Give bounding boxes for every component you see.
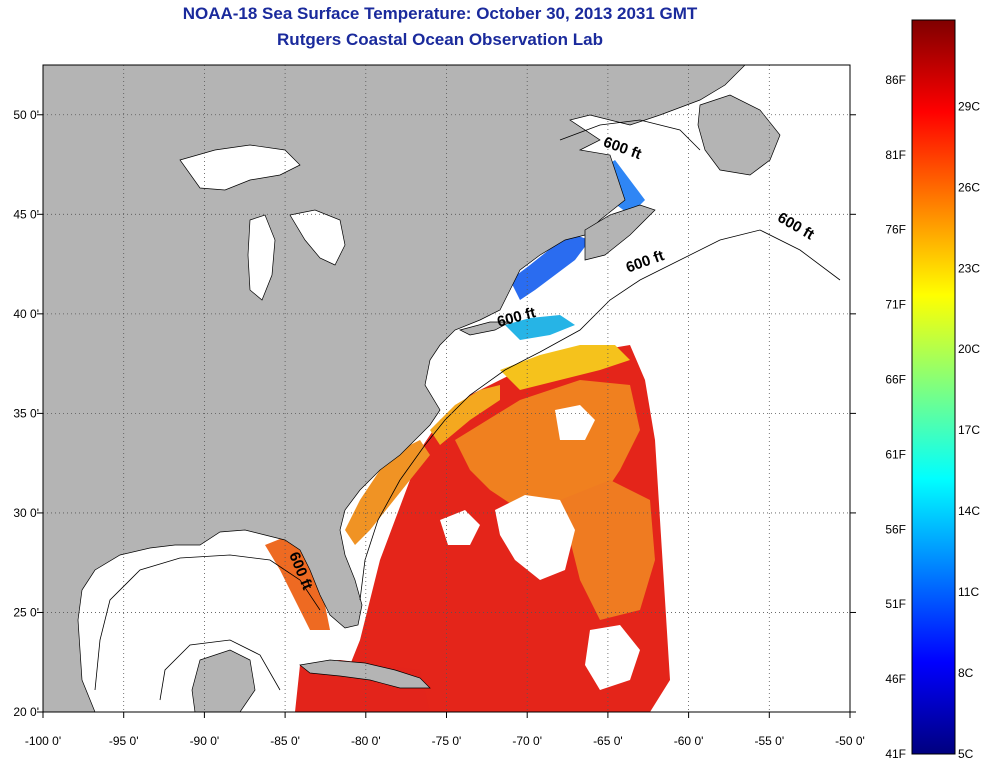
lon-tick-label: -60 0' <box>674 734 704 748</box>
yucatan-land <box>191 649 256 712</box>
sst-slope-yellow <box>500 345 630 390</box>
colorbar-f-label: 76F <box>885 223 906 237</box>
lat-tick-label: 20 0' <box>13 705 39 719</box>
isobath-line-atlantic <box>359 229 841 601</box>
lon-tick-label: -100 0' <box>25 734 61 748</box>
temperature-colorbar: 41F 46F 51F 56F 61F 66F 71F 76F 81F 86F 5C 8C 11C 14… <box>885 19 980 761</box>
colorbar-f-label: 51F <box>885 597 906 611</box>
sst-shelf-yellow <box>430 385 500 445</box>
colorbar-c-label: 23C <box>958 261 980 275</box>
colorbar-f-label: 56F <box>885 522 906 536</box>
colorbar-gradient <box>911 19 956 755</box>
north-america-land <box>43 65 746 712</box>
map-subtitle: Rutgers Coastal Ocean Observation Lab <box>277 30 603 49</box>
sst-carolina-coast-orange <box>345 440 430 545</box>
colorbar-f-label: 41F <box>885 747 906 761</box>
lon-tick-label: -80 0' <box>351 734 381 748</box>
lat-tick-label: 45 0' <box>13 207 39 221</box>
sst-florida-gulf-orange <box>265 535 330 630</box>
sst-gulf-of-maine-blue <box>510 235 590 300</box>
lat-tick-label: 50 0' <box>13 108 39 122</box>
lake-michigan <box>247 214 276 301</box>
colorbar-f-label: 66F <box>885 373 906 387</box>
colorbar-c-label: 8C <box>958 666 974 680</box>
colorbar-c-label: 5C <box>958 747 974 761</box>
latitude-axis: 20 0' 25 0' 30 0' 35 0' 40 0' 45 0' 50 0' <box>13 108 856 719</box>
colorbar-celsius-labels: 5C 8C 11C 14C 17C 20C 23C 26C 29C <box>958 99 980 761</box>
graticule <box>43 65 850 712</box>
lake-superior <box>179 144 301 191</box>
colorbar-c-label: 17C <box>958 423 980 437</box>
lon-tick-label: -65 0' <box>593 734 623 748</box>
colorbar-c-label: 29C <box>958 99 980 113</box>
lon-tick-label: -95 0' <box>109 734 139 748</box>
colorbar-fahrenheit-labels: 41F 46F 51F 56F 61F 66F 71F 76F 81F 86F <box>885 73 906 761</box>
sst-mid-ocean-orange <box>455 380 640 520</box>
colorbar-c-label: 20C <box>958 342 980 356</box>
lon-tick-label: -50 0' <box>835 734 865 748</box>
cuba-island <box>299 659 431 689</box>
cloud-gap <box>440 510 480 545</box>
lat-tick-label: 40 0' <box>13 307 39 321</box>
lon-tick-label: -55 0' <box>754 734 784 748</box>
lat-tick-label: 30 0' <box>13 506 39 520</box>
isobath-line-gulf <box>94 554 321 691</box>
isobath-600ft-layer <box>94 119 841 701</box>
lat-tick-label: 25 0' <box>13 605 39 619</box>
colorbar-c-label: 26C <box>958 180 980 194</box>
longitude-axis: -100 0' -95 0' -90 0' -85 0' -80 0' -75 0' -70… <box>25 712 865 748</box>
colorbar-f-label: 46F <box>885 672 906 686</box>
isobath-line-st-lawrence <box>559 119 701 151</box>
cloud-gap <box>555 405 595 440</box>
colorbar-c-label: 14C <box>958 504 980 518</box>
cloud-gap <box>585 625 640 690</box>
lake-huron <box>289 209 346 266</box>
lon-tick-label: -85 0' <box>270 734 300 748</box>
cloud-gap <box>495 495 575 580</box>
colorbar-f-label: 86F <box>885 73 906 87</box>
lon-tick-label: -90 0' <box>190 734 220 748</box>
nova-scotia-land <box>584 204 656 261</box>
lat-tick-label: 35 0' <box>13 406 39 420</box>
colorbar-f-label: 81F <box>885 148 906 162</box>
lon-tick-label: -70 0' <box>512 734 542 748</box>
long-island-land <box>459 321 511 336</box>
map-title: NOAA-18 Sea Surface Temperature: October… <box>182 4 698 23</box>
colorbar-f-label: 71F <box>885 298 906 312</box>
colorbar-f-label: 61F <box>885 447 906 461</box>
sst-nantucket-cyan <box>505 315 575 340</box>
colorbar-c-label: 11C <box>958 585 979 599</box>
lon-tick-label: -75 0' <box>432 734 462 748</box>
isobath-line-gulf-inner <box>159 639 281 701</box>
